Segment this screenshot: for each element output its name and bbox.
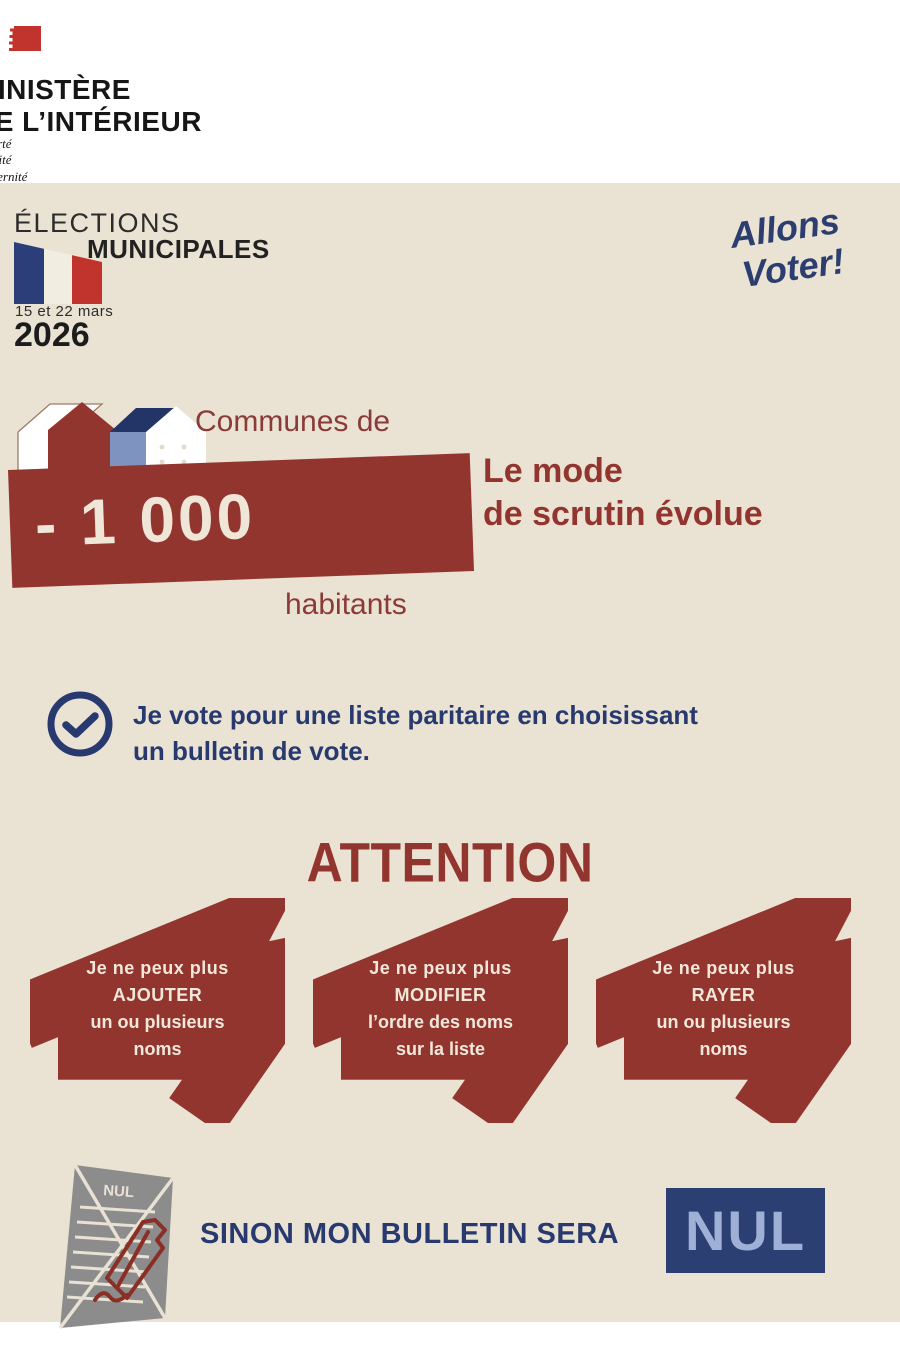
svg-text:NUL: NUL: [103, 1182, 135, 1201]
